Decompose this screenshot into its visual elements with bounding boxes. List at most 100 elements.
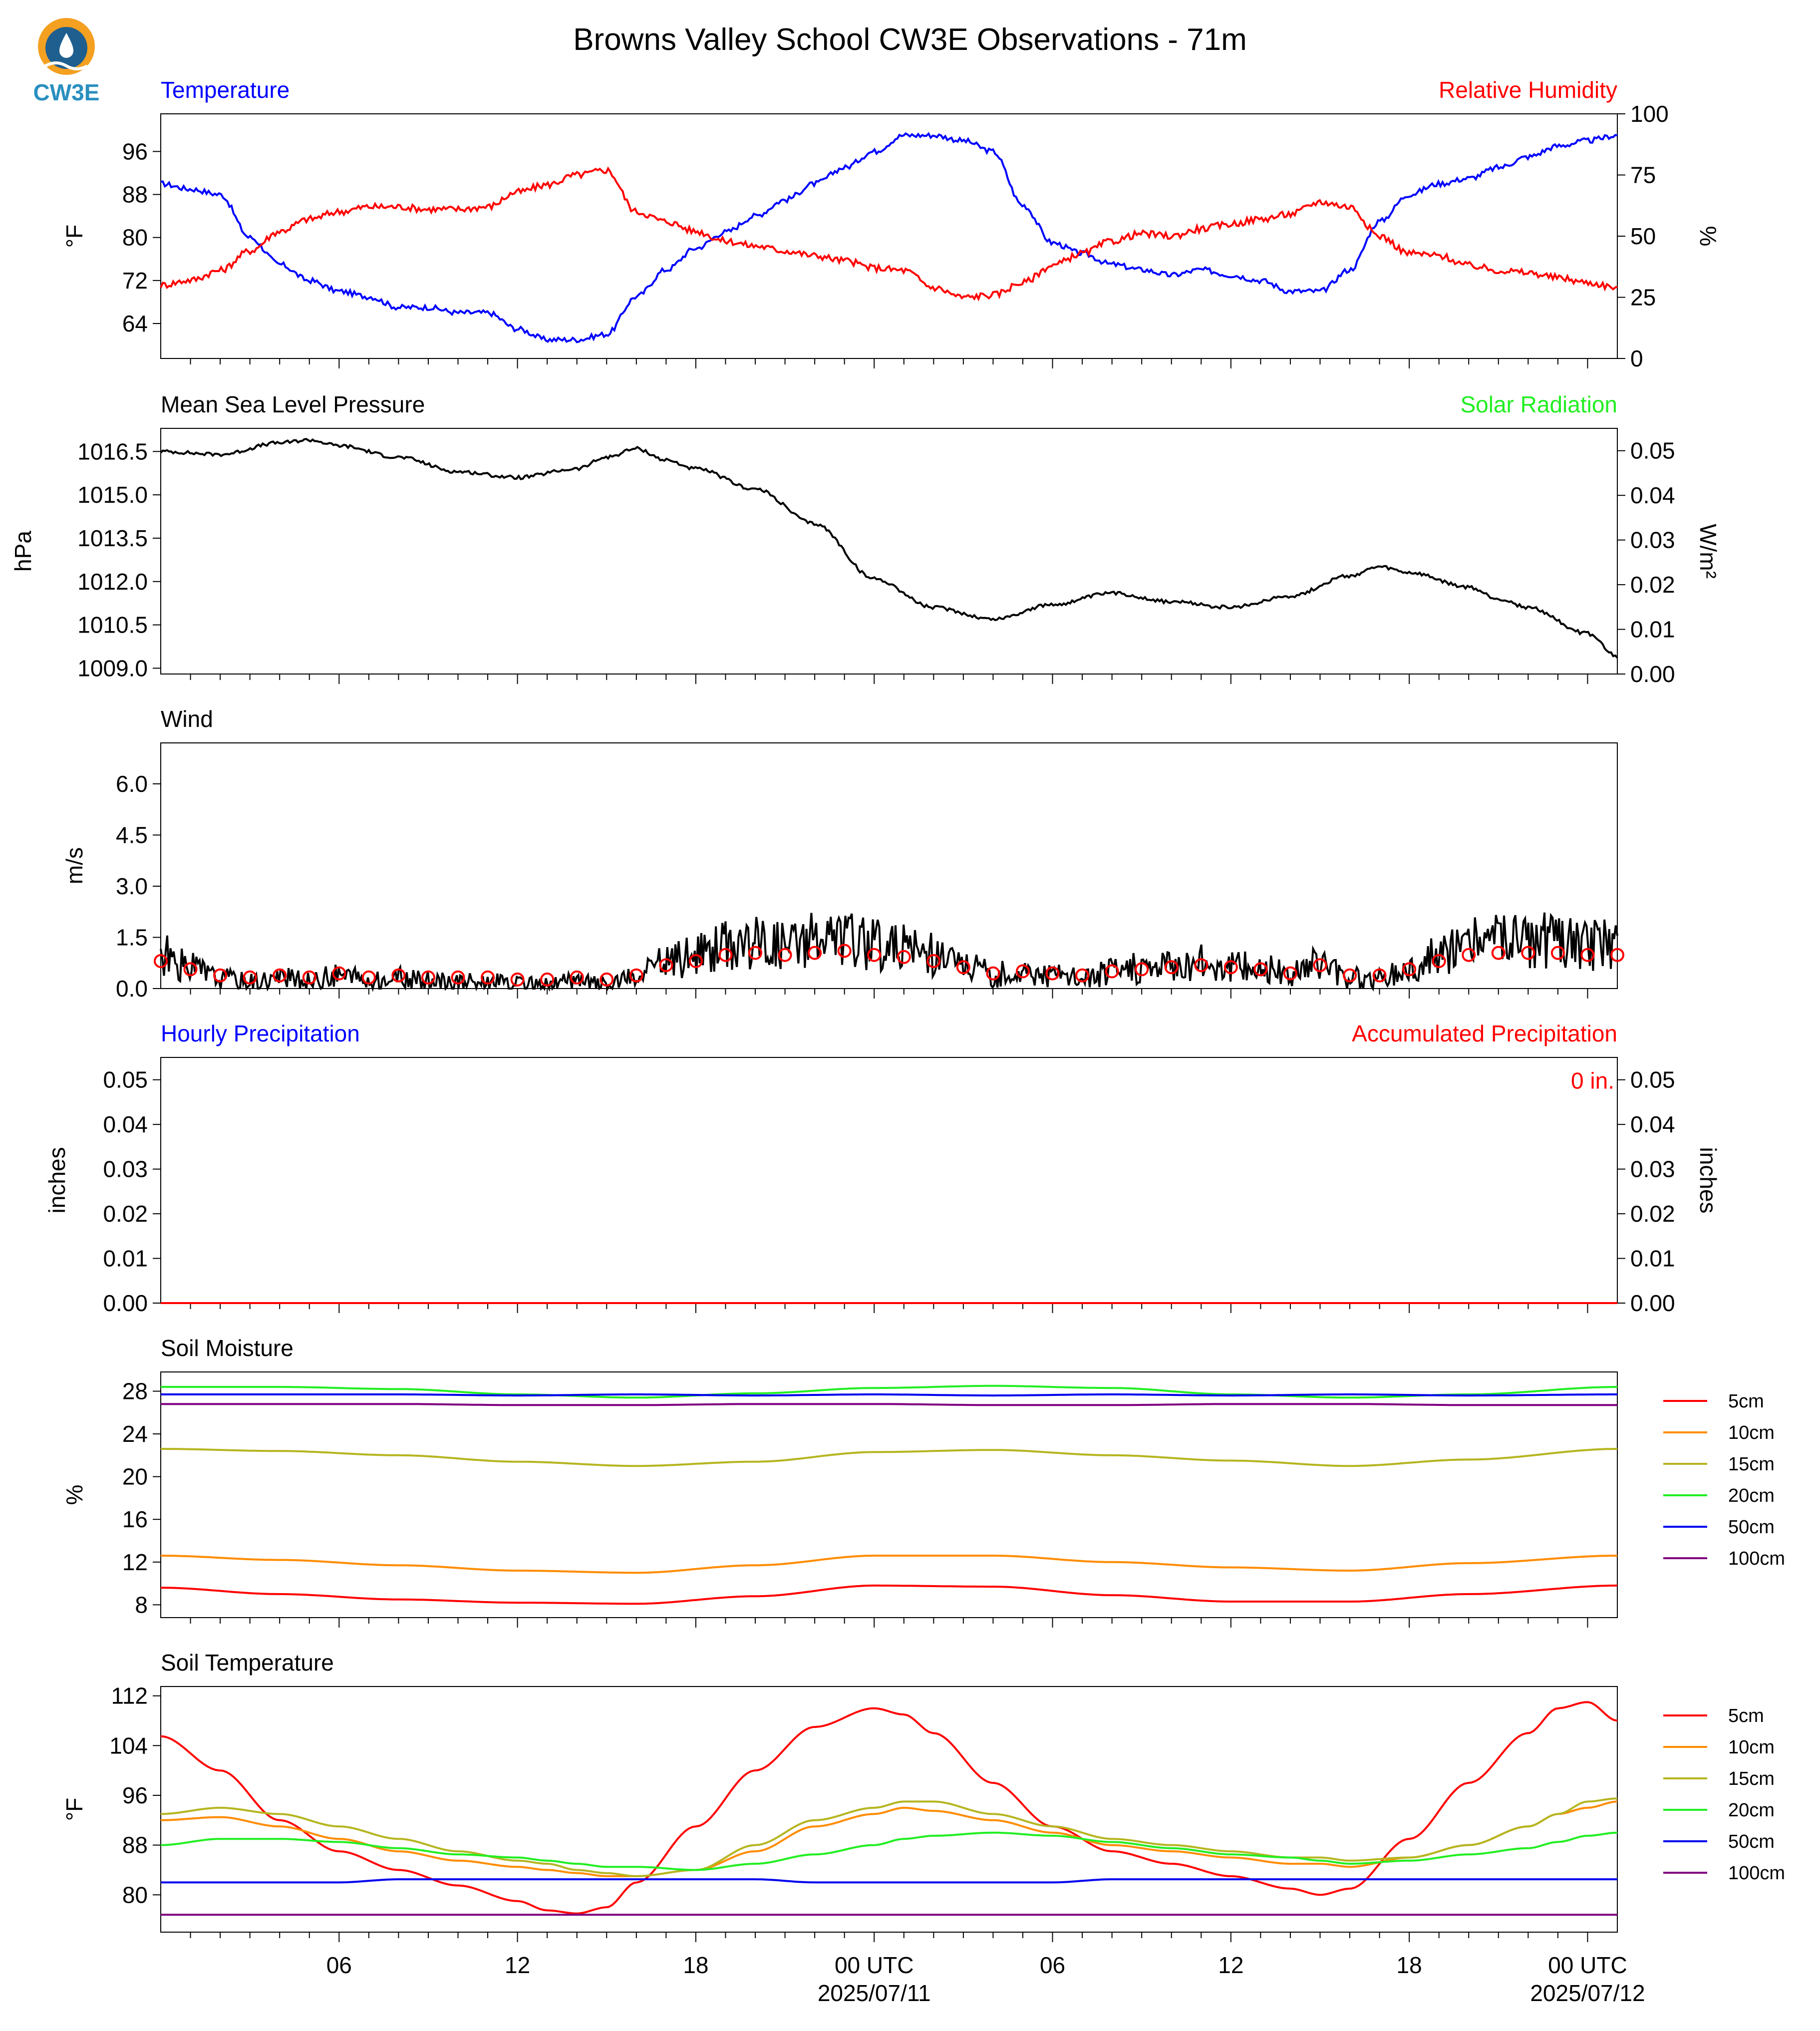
wind-barb-marker	[570, 970, 584, 985]
wind-barb-marker	[1372, 968, 1387, 983]
panel-title-left: Soil Temperature	[161, 1650, 334, 1676]
wind-barb-marker	[688, 954, 703, 968]
series-line-temperature	[160, 132, 1618, 343]
legend-label: 50cm	[1728, 1831, 1775, 1852]
y-tick-label-right: 0.03	[1630, 527, 1675, 553]
series-line-15cm	[160, 1797, 1618, 1877]
wind-barb-marker	[1253, 962, 1268, 977]
wind-barb-marker	[540, 972, 555, 987]
y-tick-label-left: 24	[122, 1421, 148, 1447]
panel-title-left: Hourly Precipitation	[161, 1020, 360, 1046]
series-line-5cm	[161, 1584, 1618, 1605]
y-tick-label-right: 0	[1630, 345, 1643, 371]
y-tick-label-left: 0.03	[103, 1156, 148, 1182]
wind-barb-marker	[986, 966, 1000, 981]
wind-barb-marker	[1402, 962, 1417, 977]
wind-barb-marker	[1313, 958, 1327, 973]
y-tick-label-left: 80	[122, 1882, 148, 1908]
wind-barb-marker	[867, 948, 882, 962]
wind-barb-marker	[1075, 968, 1090, 983]
wind-barb-marker	[748, 946, 763, 960]
wind-barb-marker	[1223, 960, 1238, 975]
series-line-50cm	[161, 1878, 1617, 1884]
y-tick-label-left: 1016.5	[77, 438, 148, 464]
wind-barb-marker	[1283, 966, 1297, 981]
y-tick-label-left: 8	[135, 1592, 148, 1618]
wind-barb-marker	[154, 954, 168, 968]
y-tick-label-right: 0.01	[1630, 617, 1675, 643]
y-tick-label-right: 50	[1630, 223, 1656, 249]
wind-barb-marker	[1462, 948, 1476, 962]
plot-frame	[160, 428, 1618, 675]
y-tick-label-right: 0.05	[1630, 438, 1675, 464]
wind-barb-marker	[629, 968, 643, 983]
wind-barb-marker	[1432, 954, 1446, 968]
y-tick-label-left: 1012.0	[77, 569, 148, 595]
y-axis-label-right: inches	[1695, 1147, 1721, 1214]
series-line-relative-humidity	[160, 166, 1618, 302]
x-date-label: 2025/07/11	[818, 1980, 931, 2006]
wind-barb-marker	[302, 970, 316, 985]
y-tick-label-left: 28	[122, 1378, 148, 1404]
series-line-15cm	[161, 1448, 1618, 1467]
y-tick-label-right: 0.01	[1630, 1246, 1675, 1272]
panel-2: Mean Sea Level Pressure Solar Radiation 10…	[10, 391, 1721, 687]
y-axis-label-left: inches	[44, 1147, 70, 1214]
panel-4: Hourly Precipitation Accumulated Precipit…	[44, 1020, 1721, 1316]
y-tick-label-right: 0.05	[1630, 1067, 1675, 1093]
series-line-100cm	[161, 1403, 1617, 1406]
x-tick-label: 18	[1397, 1952, 1422, 1978]
x-tick-label: 00 UTC	[835, 1952, 913, 1978]
plot-frame	[160, 1057, 1618, 1304]
panel-title-left: Soil Moisture	[161, 1335, 294, 1361]
legend-label: 15cm	[1728, 1768, 1775, 1789]
legend-label: 50cm	[1728, 1517, 1775, 1538]
y-tick-label-left: 0.02	[103, 1201, 148, 1227]
plot-frame	[160, 1371, 1618, 1618]
series-line-20cm	[160, 1831, 1618, 1871]
y-tick-label-left: 0.00	[103, 1290, 148, 1316]
wind-barb-marker	[243, 970, 257, 985]
wind-barb-marker	[1015, 964, 1030, 979]
panel-title-right: Solar Radiation	[1460, 391, 1617, 417]
y-axis-label-left: m/s	[61, 847, 87, 884]
wind-barb-marker	[659, 958, 673, 973]
y-tick-label-right: 0.00	[1630, 661, 1675, 687]
plot-frame	[160, 1686, 1618, 1933]
y-tick-label-left: 96	[122, 1782, 148, 1808]
wind-barb-marker	[600, 972, 614, 987]
x-tick-label: 06	[1040, 1952, 1065, 1978]
y-tick-label-left: 0.05	[103, 1067, 148, 1093]
plot-frame	[160, 113, 1618, 359]
y-tick-label-left: 4.5	[116, 822, 148, 848]
legend-label: 10cm	[1728, 1422, 1775, 1443]
legend-label: 20cm	[1728, 1485, 1775, 1506]
y-tick-label-right: 75	[1630, 162, 1656, 188]
figure-title: Browns Valley School CW3E Observations -…	[573, 22, 1247, 57]
y-axis-label-left: °F	[61, 1798, 87, 1821]
series-line-5cm	[160, 1701, 1618, 1915]
y-tick-label-right: 100	[1630, 101, 1669, 127]
y-tick-label-left: 20	[122, 1464, 148, 1490]
wind-barb-marker	[1580, 948, 1595, 962]
y-axis-label-left: °F	[61, 225, 87, 248]
y-axis-label-right: W/m²	[1695, 524, 1721, 579]
wind-barb-marker	[421, 970, 435, 985]
panel-title-left: Temperature	[161, 77, 290, 103]
y-tick-label-right: 0.04	[1630, 1111, 1675, 1137]
panel-1: Temperature Relative Humidity 64 72 80 88 96 0 2…	[61, 77, 1721, 371]
wind-barb-marker	[183, 962, 198, 977]
y-tick-label-left: 1013.5	[77, 525, 148, 551]
wind-barb-marker	[361, 970, 376, 985]
wind-barb-marker	[718, 948, 733, 962]
series-line-20cm	[161, 1384, 1618, 1399]
y-tick-label-left: 1009.0	[77, 655, 148, 681]
y-tick-label-left: 1015.0	[77, 482, 148, 508]
panel-3: Wind 0.0 1.5 3.0 4.5 6.0 m/s	[61, 706, 1624, 1002]
y-tick-label-right: 0.03	[1630, 1156, 1675, 1182]
wind-barb-marker	[1164, 960, 1179, 975]
panel-5: Soil Moisture 8 12 16 20 24 28% 5cm 10cm 15cm 20cm…	[61, 1335, 1785, 1628]
wind-barb-marker	[837, 944, 852, 958]
panel-group: Temperature Relative Humidity 64 72 80 88 96 0 2…	[10, 77, 1785, 2006]
